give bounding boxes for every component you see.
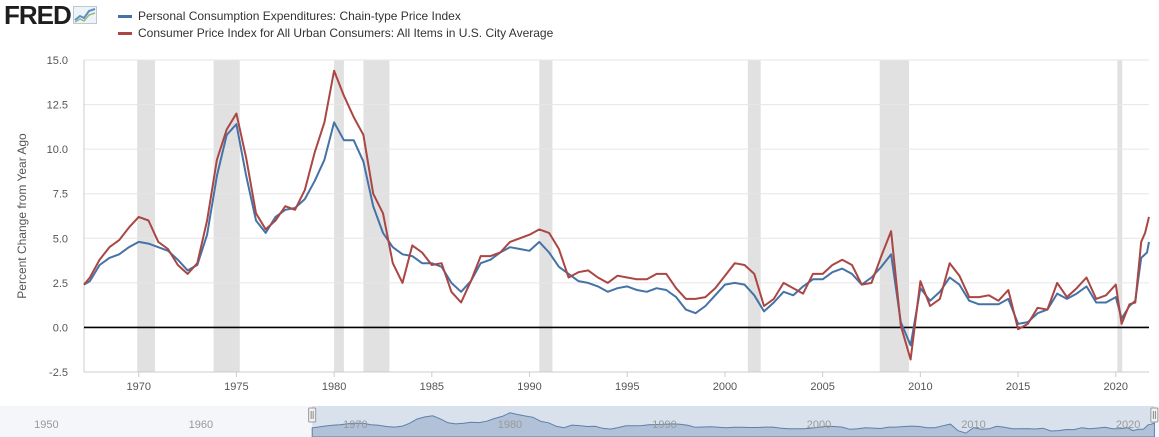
y-axis-ticks: -2.5 0.0 2.5 5.0 7.5 10.0 12.5 15.0 — [47, 55, 68, 379]
legend-item-pce[interactable]: Personal Consumption Expenditures: Chain… — [118, 8, 553, 25]
navigator-tick-label: 1990 — [652, 419, 676, 431]
recession-band — [137, 60, 155, 372]
series-line-pce[interactable] — [83, 121, 1150, 347]
y-tick-label: 15.0 — [47, 55, 68, 67]
x-tick-label: 1995 — [615, 381, 639, 393]
line-chart: -2.5 0.0 2.5 5.0 7.5 10.0 12.5 15.0 1970 1975 198… — [15, 55, 1150, 393]
chart-legend: Personal Consumption Expenditures: Chain… — [118, 8, 553, 42]
series-line-cpi[interactable] — [83, 69, 1150, 361]
navigator-tick-label: 1950 — [34, 419, 58, 431]
y-tick-label: 10.0 — [47, 144, 68, 156]
recession-band — [213, 60, 240, 372]
brand-name: FRED — [4, 0, 72, 30]
x-tick-label: 1980 — [322, 381, 346, 393]
grid-lines — [83, 59, 1149, 373]
x-tick-label: 1975 — [224, 381, 248, 393]
x-tick-label: 1970 — [126, 381, 150, 393]
recession-band — [539, 60, 553, 372]
recession-band — [334, 60, 344, 372]
navigator-tick-label: 2010 — [961, 419, 985, 431]
series-lines — [83, 69, 1150, 361]
y-tick-label: 2.5 — [53, 278, 68, 290]
navigator-handle-end[interactable] — [1150, 407, 1159, 423]
y-tick-label: 0.0 — [53, 322, 68, 334]
y-tick-label: 12.5 — [47, 100, 68, 112]
x-tick-label: 2015 — [1006, 381, 1030, 393]
y-axis-label: Percent Change from Year Ago — [15, 133, 29, 299]
navigator-handle-start[interactable] — [308, 407, 317, 423]
x-axis-ticks: 1970 1975 1980 1985 1990 1995 2000 2005 2010 2015… — [126, 372, 1128, 393]
legend-label-pce: Personal Consumption Expenditures: Chain… — [138, 9, 461, 23]
x-tick-label: 2000 — [713, 381, 737, 393]
recession-band — [747, 60, 761, 372]
x-tick-label: 2010 — [908, 381, 932, 393]
navigator-tick-label: 2020 — [1116, 419, 1140, 431]
x-tick-label: 1985 — [420, 381, 444, 393]
recession-band — [879, 60, 910, 372]
line-graph-icon — [72, 6, 97, 24]
navigator-tick-label: 1960 — [189, 419, 213, 431]
recession-band — [1117, 60, 1123, 372]
legend-label-cpi: Consumer Price Index for All Urban Consu… — [138, 26, 554, 40]
navigator-mini-series — [311, 412, 1155, 437]
y-tick-label: 7.5 — [53, 189, 68, 201]
range-navigator[interactable]: 1950 1960 1970 1980 1990 2000 2010 2020 — [0, 406, 1159, 437]
legend-swatch-cpi — [118, 32, 132, 35]
y-tick-label: -2.5 — [49, 367, 68, 379]
navigator-tick-label: 1980 — [498, 419, 522, 431]
x-tick-label: 1990 — [517, 381, 541, 393]
legend-item-cpi[interactable]: Consumer Price Index for All Urban Consu… — [118, 25, 553, 42]
x-tick-label: 2020 — [1104, 381, 1128, 393]
recession-shading — [137, 60, 1123, 372]
navigator-tick-label: 2000 — [807, 419, 831, 431]
x-tick-label: 2005 — [810, 381, 834, 393]
y-tick-label: 5.0 — [53, 233, 68, 245]
navigator-tick-label: 1970 — [343, 419, 367, 431]
fred-logo[interactable]: FRED — [4, 2, 97, 28]
legend-swatch-pce — [118, 15, 132, 18]
